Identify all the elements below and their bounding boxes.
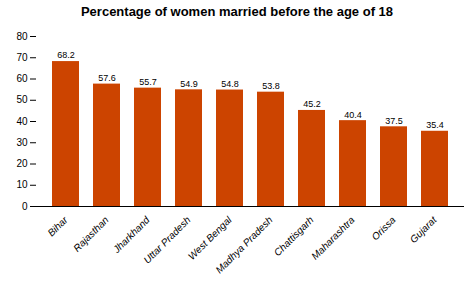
svg-text:35.4: 35.4 [426,120,444,130]
svg-text:37.5: 37.5 [385,116,403,126]
svg-text:57.6: 57.6 [98,73,116,83]
svg-text:70: 70 [16,52,28,63]
svg-text:60: 60 [16,73,28,84]
svg-text:10: 10 [16,179,28,190]
svg-text:Uttar Pradesh: Uttar Pradesh [141,214,193,266]
svg-text:54.9: 54.9 [180,79,198,89]
svg-text:Chattisgarh: Chattisgarh [272,214,316,258]
svg-text:55.7: 55.7 [139,77,157,87]
svg-text:Rajasthan: Rajasthan [71,214,111,254]
svg-text:Bihar: Bihar [45,214,70,239]
html-text:Percentage of women married be: Percentage of women married before the a… [81,4,393,19]
svg-text:Gujarat: Gujarat [408,213,440,245]
svg-text:40.4: 40.4 [344,110,362,120]
svg-text:Orissa: Orissa [369,214,398,243]
svg-text:West Bengal: West Bengal [185,214,234,262]
svg-text:54.8: 54.8 [221,79,239,89]
svg-text:20: 20 [16,158,28,169]
svg-text:80: 80 [16,31,28,42]
svg-text:68.2: 68.2 [57,50,75,60]
svg-text:Maharashtra: Maharashtra [309,214,357,262]
svg-text:30: 30 [16,137,28,148]
svg-text:0: 0 [22,201,28,212]
svg-text:Madhya Pradesh: Madhya Pradesh [213,214,275,276]
svg-text:40: 40 [16,116,28,127]
svg-text:50: 50 [16,94,28,105]
svg-text:Jharkhand: Jharkhand [110,214,152,256]
svg-text:53.8: 53.8 [262,81,280,91]
svg-text:45.2: 45.2 [303,99,321,109]
